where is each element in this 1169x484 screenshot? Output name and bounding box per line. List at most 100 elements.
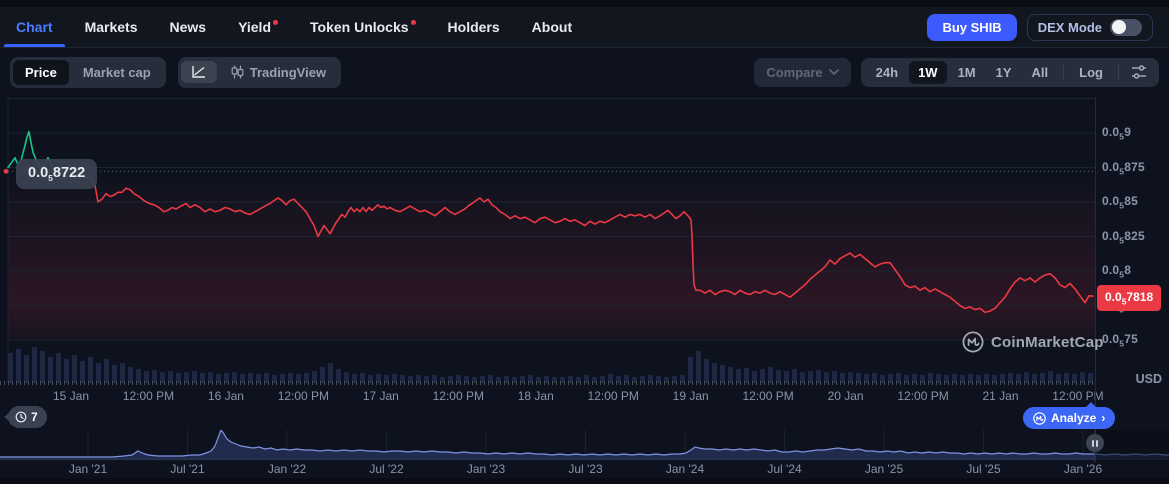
- range-24h[interactable]: 24h: [867, 61, 907, 84]
- volume-bar: [400, 375, 405, 383]
- volume-bar: [680, 375, 685, 383]
- volume-bar: [768, 367, 773, 383]
- notification-dot: [410, 19, 416, 25]
- metric-switch: Price Market cap: [10, 56, 166, 88]
- nav-tab-chart[interactable]: Chart: [4, 7, 64, 47]
- market-cap-tab[interactable]: Market cap: [71, 60, 163, 85]
- sliders-icon: [1132, 65, 1146, 79]
- volume-bar: [736, 369, 741, 383]
- analyze-button[interactable]: Analyze ›: [1023, 402, 1116, 429]
- line-chart-style-button[interactable]: [180, 61, 217, 83]
- range-all[interactable]: All: [1023, 61, 1058, 84]
- volume-bar: [544, 376, 549, 383]
- tradingview-style-button[interactable]: TradingView: [219, 60, 338, 85]
- nav-tab-about[interactable]: About: [532, 7, 572, 47]
- time-tick: 12:00 PM: [897, 389, 949, 403]
- volume-bar: [872, 373, 877, 383]
- volume-bar: [1008, 373, 1013, 383]
- volume-bar: [1000, 374, 1005, 383]
- volume-bar: [536, 377, 541, 383]
- price-tick: 0.058: [1102, 263, 1132, 280]
- navigator-tick: Jul '23: [568, 462, 603, 476]
- time-tick: 17 Jan: [362, 389, 399, 403]
- volume-bar: [200, 373, 205, 383]
- volume-bar: [192, 371, 197, 383]
- volume-bar: [48, 357, 53, 383]
- time-tick: 12:00 PM: [277, 389, 330, 403]
- price-chart[interactable]: [0, 95, 1169, 405]
- volume-bar: [880, 375, 885, 383]
- volume-bar: [1072, 374, 1077, 383]
- volume-bar: [592, 377, 597, 383]
- divider: [1063, 64, 1065, 80]
- volume-bar: [816, 370, 821, 383]
- range-1w[interactable]: 1W: [909, 60, 947, 84]
- navigator-tick: Jan '26: [1063, 462, 1103, 476]
- buy-shib-button[interactable]: Buy SHIB: [927, 13, 1017, 41]
- nav-tab-holders[interactable]: Holders: [448, 7, 500, 47]
- volume-bar: [432, 375, 437, 383]
- volume-bar: [600, 376, 605, 383]
- range-1y[interactable]: 1Y: [987, 61, 1021, 84]
- volume-bar: [752, 371, 757, 383]
- dex-mode-toggle[interactable]: [1110, 18, 1142, 36]
- nav-tab-yield[interactable]: Yield: [238, 7, 278, 47]
- volume-bar: [64, 359, 69, 383]
- dex-mode-label: DEX Mode: [1037, 19, 1102, 35]
- volume-bar: [136, 369, 141, 383]
- volume-bar: [96, 363, 101, 383]
- toggle-knob: [1112, 20, 1126, 34]
- volume-bar: [1032, 374, 1037, 383]
- nav-tab-news[interactable]: News: [169, 7, 206, 47]
- volume-bar: [800, 372, 805, 383]
- volume-bar: [352, 374, 357, 383]
- volume-bar: [664, 377, 669, 383]
- volume-bar: [408, 376, 413, 383]
- axis-separator: [1095, 97, 1096, 460]
- chart-settings-button[interactable]: [1125, 63, 1153, 81]
- watermark-text: CoinMarketCap: [991, 333, 1104, 351]
- volume-bar: [320, 367, 325, 383]
- volume-bar: [480, 376, 485, 383]
- volume-bar: [840, 373, 845, 383]
- history-replay-badge[interactable]: 7: [4, 406, 47, 428]
- navigator-resize-handle[interactable]: [1086, 434, 1104, 452]
- time-tick: 12:00 PM: [432, 389, 484, 403]
- volume-bar: [976, 375, 981, 383]
- current-price-badge: 0.057818: [1097, 285, 1162, 312]
- volume-bar: [912, 374, 917, 383]
- volume-bar: [272, 375, 277, 383]
- volume-bar: [760, 369, 765, 383]
- history-count: 7: [31, 410, 38, 424]
- volume-bar: [728, 367, 733, 383]
- compare-label: Compare: [766, 64, 823, 80]
- volume-bar: [520, 376, 525, 383]
- volume-bar: [440, 377, 445, 383]
- nav-tab-token-unlocks[interactable]: Token Unlocks: [310, 7, 416, 47]
- volume-bar: [160, 372, 165, 383]
- volume-bar: [280, 374, 285, 383]
- volume-bar: [424, 376, 429, 383]
- volume-bar: [784, 371, 789, 383]
- tradingview-label: TradingView: [249, 64, 327, 80]
- dex-mode-control[interactable]: DEX Mode: [1026, 13, 1153, 41]
- navigator-unselected-zone: [1095, 430, 1169, 462]
- nav-tab-label: News: [169, 19, 207, 35]
- top-edge: [0, 0, 1169, 7]
- range-1m[interactable]: 1M: [949, 61, 985, 84]
- log-scale-button[interactable]: Log: [1070, 61, 1112, 84]
- timeline-navigator[interactable]: [0, 430, 1169, 462]
- volume-bar: [856, 373, 861, 383]
- volume-bar: [120, 363, 125, 383]
- reference-dot: [3, 168, 9, 174]
- volume-bar: [952, 374, 957, 383]
- volume-bar: [944, 375, 949, 383]
- volume-bar: [928, 373, 933, 383]
- nav-tab-markets[interactable]: Markets: [85, 7, 138, 47]
- volume-bar: [1040, 373, 1045, 383]
- price-tab[interactable]: Price: [13, 59, 69, 85]
- compare-dropdown[interactable]: Compare: [754, 57, 851, 87]
- volume-bar: [568, 376, 573, 383]
- chart-toolbar: Price Market cap TradingView: [0, 49, 1169, 95]
- volume-bar: [504, 376, 509, 383]
